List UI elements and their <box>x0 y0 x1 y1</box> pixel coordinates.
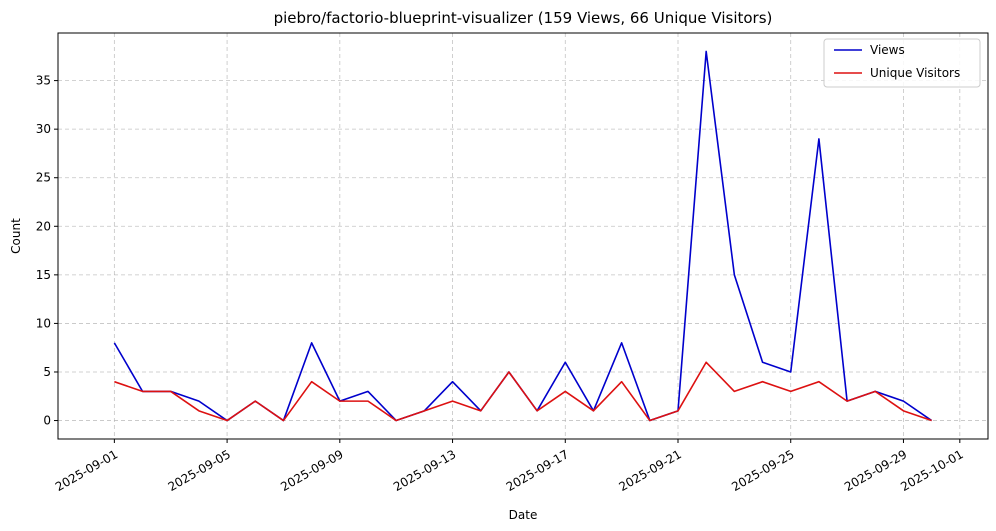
x-tick-label: 2025-09-09 <box>278 447 345 494</box>
legend-label-views: Views <box>870 43 905 57</box>
y-tick-label: 15 <box>36 268 51 282</box>
y-axis-label: Count <box>9 218 23 254</box>
x-tick-label: 2025-10-01 <box>898 447 965 494</box>
legend: Views Unique Visitors <box>823 38 981 88</box>
y-tick-label: 30 <box>36 122 51 136</box>
y-tick-label: 25 <box>36 171 51 185</box>
series-line-views <box>113 50 933 422</box>
y-tick-label: 35 <box>36 74 51 88</box>
y-tick-label: 20 <box>36 219 51 233</box>
x-tick-label: 2025-09-01 <box>53 447 120 494</box>
x-tick-label: 2025-09-13 <box>391 447 458 494</box>
y-tick-label: 10 <box>36 316 51 330</box>
x-tick-label: 2025-09-25 <box>729 447 796 494</box>
x-tick-label: 2025-09-21 <box>616 447 683 494</box>
x-axis: 2025-09-01 2025-09-05 2025-09-09 2025-09-13… <box>53 439 966 494</box>
y-axis: 0 5 10 15 20 25 30 35 <box>36 74 58 428</box>
series-line-unique-visitors <box>114 361 932 422</box>
legend-box <box>823 38 981 88</box>
x-tick-label: 2025-09-05 <box>166 447 233 494</box>
chart-title: piebro/factorio-blueprint-visualizer (15… <box>274 9 773 27</box>
x-tick-label: 2025-09-17 <box>504 447 571 494</box>
grid-layer <box>58 33 988 439</box>
y-tick-label: 5 <box>43 365 51 379</box>
x-axis-label: Date <box>509 508 538 522</box>
legend-label-unique-visitors: Unique Visitors <box>870 66 960 80</box>
y-tick-label: 0 <box>43 414 51 428</box>
series-layer <box>113 50 933 422</box>
x-tick-label: 2025-09-29 <box>842 447 909 494</box>
plot-frame <box>57 32 989 440</box>
